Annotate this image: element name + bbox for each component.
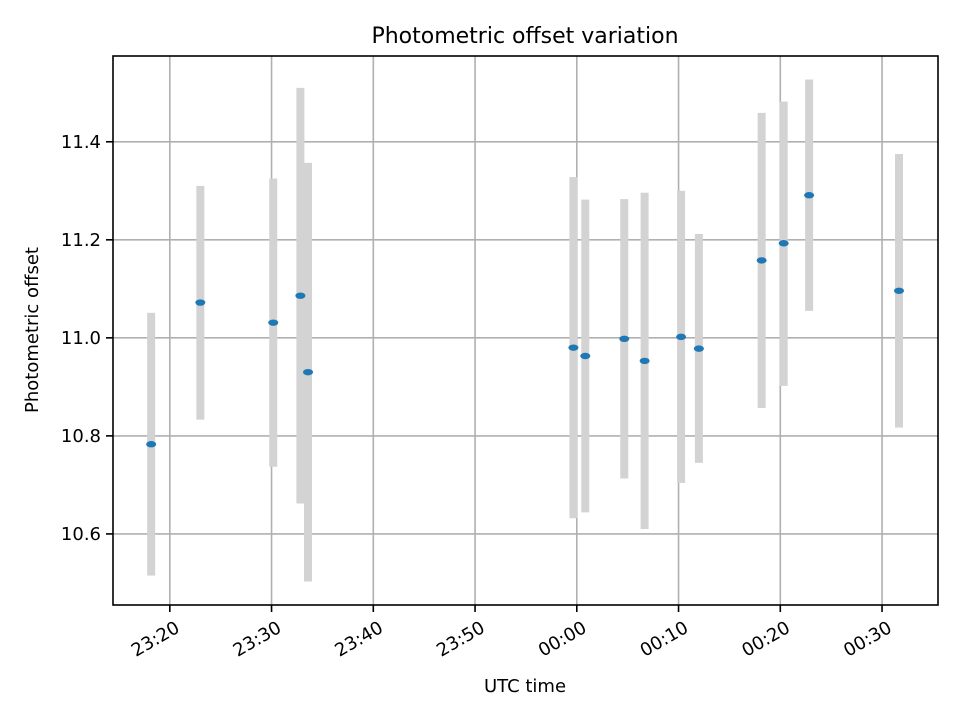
chart-title: Photometric offset variation [371, 24, 678, 49]
y-tick-label: 11.4 [61, 132, 101, 153]
data-layer [146, 79, 904, 582]
data-point [580, 352, 591, 360]
data-point [146, 441, 157, 448]
y-tick-label: 11.0 [61, 328, 101, 349]
data-point [804, 192, 815, 199]
y-tick-label: 10.8 [61, 426, 101, 447]
x-axis-label: UTC time [484, 676, 566, 697]
data-point [693, 345, 704, 352]
data-point [756, 257, 767, 264]
data-point [619, 335, 630, 343]
y-tick-label: 11.2 [61, 230, 101, 251]
data-point [268, 319, 279, 326]
data-point [195, 299, 206, 306]
data-point [639, 357, 650, 365]
data-point [568, 344, 579, 351]
data-point [295, 292, 306, 299]
data-point [893, 287, 904, 294]
data-point [303, 368, 314, 376]
y-axis-label: Photometric offset [22, 247, 43, 413]
plot-frame [112, 55, 939, 606]
data-point [676, 333, 687, 341]
y-tick-label: 10.6 [61, 524, 101, 545]
data-point [778, 240, 789, 247]
